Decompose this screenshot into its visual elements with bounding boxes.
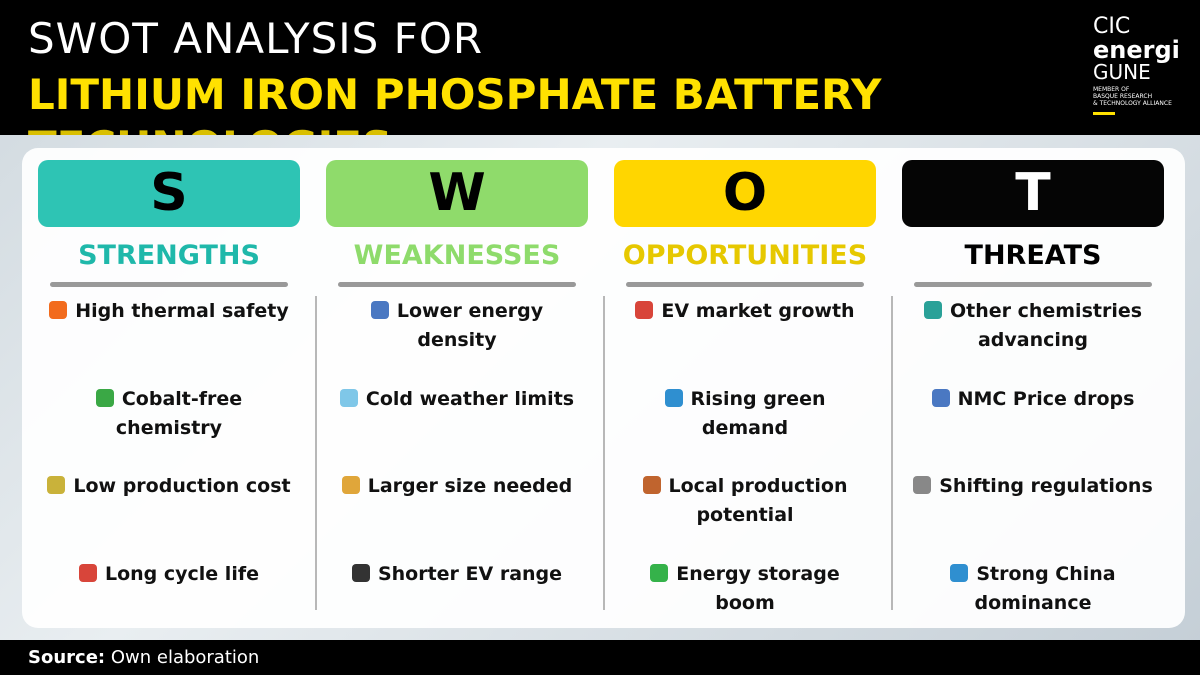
item-icon	[339, 388, 358, 407]
letter-box: S	[38, 160, 300, 227]
item-icon	[95, 388, 114, 407]
tagline-line: BASQUE RESEARCH	[1093, 93, 1153, 100]
item-text: Shorter EV range	[377, 562, 563, 585]
item-icon	[650, 563, 669, 582]
item-text: Other chemistries advancing	[949, 300, 1143, 351]
item-icon	[642, 476, 661, 494]
item-icon	[351, 563, 370, 582]
item-text: NMC Price drops	[957, 387, 1135, 410]
item-icon	[913, 476, 932, 494]
column-heading: THREATS	[964, 240, 1102, 271]
item-text: Cobalt-free chemistry	[115, 387, 243, 439]
item-text: Long cycle life	[104, 562, 259, 585]
heading-rule	[914, 282, 1152, 287]
letter-box: T	[902, 160, 1164, 227]
separator	[891, 296, 893, 610]
swot-item: Strong China dominance	[908, 560, 1158, 618]
swot-item: Larger size needed	[332, 472, 582, 501]
swot-item: Cobalt-free chemistry	[44, 385, 294, 443]
item-text: Lower energy density	[396, 300, 544, 351]
item-text: Rising green demand	[690, 387, 826, 439]
item-text: Low production cost	[73, 475, 291, 497]
logo-tagline: MEMBER OF BASQUE RESEARCH & TECHNOLOGY A…	[1093, 86, 1172, 107]
logo-text: energi	[1093, 36, 1180, 64]
item-icon	[341, 476, 360, 494]
separator	[603, 296, 605, 610]
letter-box: W	[326, 160, 588, 227]
item-text: Larger size needed	[367, 475, 573, 497]
column-heading: OPPORTUNITIES	[622, 240, 868, 271]
separator	[315, 296, 317, 610]
item-icon	[78, 563, 97, 582]
logo-bar	[1093, 112, 1115, 115]
footer: Source: Own elaboration	[0, 640, 1200, 675]
swot-item: Lower energy density	[332, 297, 582, 355]
tagline-line: & TECHNOLOGY ALLIANCE	[1093, 100, 1172, 107]
heading-rule	[338, 282, 576, 287]
swot-item: Low production cost	[44, 472, 294, 501]
swot-item: Other chemistries advancing	[908, 297, 1158, 355]
item-icon	[635, 301, 654, 319]
item-icon	[950, 563, 969, 582]
source-text: Own elaboration	[110, 647, 260, 668]
item-icon	[931, 388, 950, 407]
source-label: Source:	[28, 647, 106, 668]
title-line: SWOT ANALYSIS FOR	[28, 14, 484, 63]
swot-item: Cold weather limits	[332, 385, 582, 414]
item-icon	[370, 301, 389, 319]
logo-text: GUNE	[1093, 60, 1151, 84]
swot-item: Rising green demand	[620, 385, 870, 443]
logo-text: CIC	[1093, 14, 1131, 39]
heading-rule	[626, 282, 864, 287]
title-line: LITHIUM IRON PHOSPHATE BATTERY	[28, 70, 882, 119]
item-text: EV market growth	[661, 300, 855, 322]
item-icon	[47, 476, 66, 494]
item-text: Energy storage boom	[676, 562, 840, 614]
item-text: Cold weather limits	[365, 387, 575, 410]
item-text: High thermal safety	[75, 300, 289, 322]
item-text: Shifting regulations	[939, 475, 1153, 497]
swot-item: Energy storage boom	[620, 560, 870, 618]
title-line: TECHNOLOGIES	[28, 122, 392, 135]
swot-item: High thermal safety	[44, 297, 294, 326]
column-heading: STRENGTHS	[78, 240, 260, 271]
header: SWOT ANALYSIS FOR LITHIUM IRON PHOSPHATE…	[0, 0, 1200, 135]
item-icon	[923, 301, 942, 319]
letter-box: O	[614, 160, 876, 227]
item-icon	[664, 388, 683, 407]
tagline-line: MEMBER OF	[1093, 86, 1130, 93]
swot-item: Long cycle life	[44, 560, 294, 589]
item-icon	[49, 301, 68, 319]
heading-rule	[50, 282, 288, 287]
swot-item: NMC Price drops	[908, 385, 1158, 414]
swot-item: EV market growth	[620, 297, 870, 326]
swot-item: Shifting regulations	[908, 472, 1158, 501]
swot-item: Shorter EV range	[332, 560, 582, 589]
swot-item: Local production potential	[620, 472, 870, 530]
column-heading: WEAKNESSES	[353, 240, 561, 271]
item-text: Local production potential	[668, 475, 848, 526]
item-text: Strong China dominance	[974, 562, 1116, 614]
